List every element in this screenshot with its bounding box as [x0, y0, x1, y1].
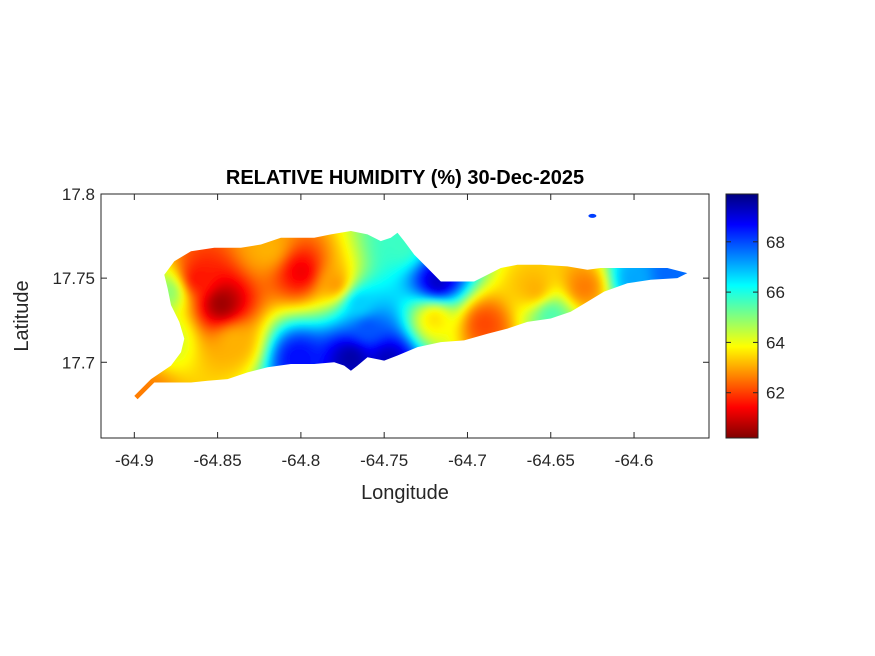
y-axis-ticks: 17.7 17.75 17.8 [52, 185, 709, 372]
x-tick-label: -64.6 [615, 451, 654, 470]
x-tick-label: -64.7 [448, 451, 487, 470]
y-tick-label: 17.7 [62, 353, 95, 372]
colorbar-tick-label: 68 [766, 233, 785, 252]
colorbar-tick-label: 66 [766, 283, 785, 302]
colorbar-tick-label: 64 [766, 333, 785, 352]
y-axis-label: Latitude [11, 280, 33, 351]
colorbar-frame [725, 193, 759, 439]
chart-title: RELATIVE HUMIDITY (%) 30-Dec-2025 [226, 167, 584, 189]
plot-frame [100, 193, 710, 439]
x-axis-ticks: -64.9 -64.85 -64.8 -64.75 -64.7 -64.65 -64.6 [115, 194, 653, 470]
colorbar [726, 194, 758, 438]
isolated-points [588, 213, 597, 218]
x-axis-label: Longitude [361, 482, 449, 504]
y-tick-label: 17.8 [62, 185, 95, 204]
x-tick-label: -64.75 [360, 451, 408, 470]
x-tick-label: -64.85 [194, 451, 242, 470]
isolated-data-point [588, 213, 597, 218]
x-tick-label: -64.65 [527, 451, 575, 470]
y-tick-label: 17.75 [52, 269, 95, 288]
colorbar-ticks: 62 64 66 68 [726, 233, 785, 403]
x-tick-label: -64.9 [115, 451, 154, 470]
x-tick-label: -64.8 [282, 451, 321, 470]
colorbar-tick-label: 62 [766, 384, 785, 403]
